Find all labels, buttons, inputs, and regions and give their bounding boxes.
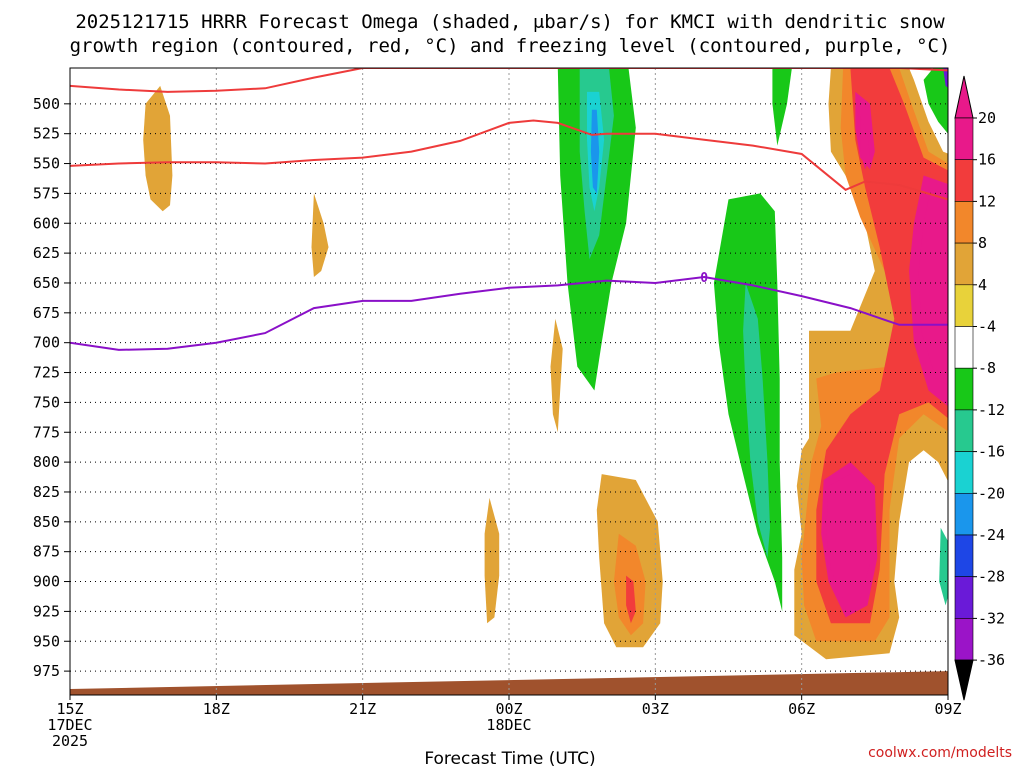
y-tick-label-775: 775 bbox=[33, 423, 60, 441]
x-tick-label-0-2: 2025 bbox=[52, 732, 88, 750]
omega-region-11 bbox=[743, 283, 770, 558]
x-tick-label-15-0: 06Z bbox=[788, 700, 815, 718]
omega-region-0 bbox=[213, 68, 266, 119]
omega-region-31 bbox=[860, 115, 870, 170]
x-tick-label-0-1: 17DEC bbox=[47, 716, 92, 734]
pressure-axis: 500 525 550 575 600 625 650 675 700 725 750 775 800 8… bbox=[33, 95, 70, 680]
omega-region-2 bbox=[155, 638, 173, 661]
y-tick-label-500: 500 bbox=[33, 95, 60, 113]
x-tick-label-0-0: 15Z bbox=[56, 700, 83, 718]
colorbar-label-7: -12 bbox=[978, 401, 1005, 419]
colorbar-label-8: -16 bbox=[978, 443, 1005, 461]
contour-lines: 0 bbox=[70, 68, 948, 351]
colorbar: 20 16 12 8 4 -4 -8 -12 -16 -20 -24 -28 -32 -36 bbox=[954, 75, 1005, 701]
dgz-contour-0 bbox=[70, 68, 948, 93]
colorbar-segment-0 bbox=[954, 117, 974, 161]
colorbar-segment-3 bbox=[954, 242, 974, 286]
omega-region-18 bbox=[550, 318, 563, 433]
y-tick-label-725: 725 bbox=[33, 364, 60, 382]
omega-region-13 bbox=[939, 527, 948, 606]
y-tick-label-950: 950 bbox=[33, 632, 60, 650]
colorbar-label-13: -36 bbox=[978, 651, 1005, 669]
colorbar-label-0: 20 bbox=[978, 109, 996, 127]
y-tick-label-875: 875 bbox=[33, 543, 60, 561]
y-tick-label-650: 650 bbox=[33, 274, 60, 292]
colorbar-label-3: 8 bbox=[978, 234, 987, 252]
x-tick-label-12-0: 03Z bbox=[642, 700, 669, 718]
x-tick-label-9-1: 18DEC bbox=[486, 716, 531, 734]
colorbar-segment-1 bbox=[954, 159, 974, 202]
colorbar-segment-4 bbox=[954, 284, 974, 327]
omega-region-17 bbox=[311, 193, 329, 277]
y-tick-label-975: 975 bbox=[33, 662, 60, 680]
omega-region-19 bbox=[484, 497, 500, 624]
y-tick-label-525: 525 bbox=[33, 125, 60, 143]
freezing-level-contour bbox=[70, 275, 948, 351]
y-tick-label-675: 675 bbox=[33, 304, 60, 322]
colorbar-segment-12 bbox=[954, 618, 974, 661]
freezing-level-label: 0 bbox=[700, 271, 708, 286]
omega-shading bbox=[99, 68, 948, 661]
dgz-contour-1 bbox=[70, 119, 948, 201]
omega-region-30 bbox=[918, 199, 948, 386]
colorbar-label-2: 12 bbox=[978, 192, 996, 210]
x-axis-title: Forecast Time (UTC) bbox=[424, 749, 595, 768]
omega-region-9 bbox=[923, 68, 948, 134]
y-tick-label-800: 800 bbox=[33, 453, 60, 471]
colorbar-label-1: 16 bbox=[978, 151, 996, 169]
colorbar-label-12: -32 bbox=[978, 609, 1005, 627]
omega-region-32 bbox=[943, 68, 948, 88]
y-tick-label-600: 600 bbox=[33, 214, 60, 232]
omega-region-8 bbox=[772, 68, 792, 146]
y-tick-label-750: 750 bbox=[33, 393, 60, 411]
credit-label: coolwx.com/modelts bbox=[868, 745, 1012, 761]
x-tick-label-18-0: 09Z bbox=[934, 700, 961, 718]
colorbar-label-4: 4 bbox=[978, 276, 987, 294]
chart-title-line-1: 2025121715 HRRR Forecast Omega (shaded, … bbox=[75, 11, 945, 33]
omega-region-3 bbox=[313, 79, 466, 620]
colorbar-segment-7 bbox=[954, 409, 974, 452]
colorbar-label-10: -24 bbox=[978, 526, 1005, 544]
x-tick-label-6-0: 21Z bbox=[349, 700, 376, 718]
omega-region-22 bbox=[626, 575, 636, 624]
colorbar-segment-2 bbox=[954, 201, 974, 244]
y-tick-label-900: 900 bbox=[33, 573, 60, 591]
colorbar-label-5: -4 bbox=[978, 318, 996, 336]
y-tick-label-550: 550 bbox=[33, 155, 60, 173]
omega-region-15 bbox=[590, 109, 600, 194]
colorbar-segment-10 bbox=[954, 534, 974, 578]
colorbar-segment-9 bbox=[954, 492, 974, 536]
omega-region-29 bbox=[826, 474, 870, 600]
y-tick-label-925: 925 bbox=[33, 602, 60, 620]
y-tick-label-575: 575 bbox=[33, 184, 60, 202]
colorbar-label-6: -8 bbox=[978, 359, 996, 377]
colorbar-segment-11 bbox=[954, 576, 974, 619]
omega-region-16 bbox=[143, 85, 173, 212]
y-tick-label-700: 700 bbox=[33, 334, 60, 352]
y-tick-label-850: 850 bbox=[33, 513, 60, 531]
colorbar-segment-5 bbox=[954, 326, 974, 369]
colorbar-segment-8 bbox=[954, 451, 974, 494]
colorbar-top-triangle bbox=[954, 75, 974, 119]
colorbar-segment-6 bbox=[954, 367, 974, 411]
colorbar-label-9: -20 bbox=[978, 484, 1005, 502]
omega-region-1 bbox=[99, 294, 166, 403]
y-tick-label-625: 625 bbox=[33, 244, 60, 262]
x-tick-label-9-0: 00Z bbox=[495, 700, 522, 718]
y-tick-label-825: 825 bbox=[33, 483, 60, 501]
chart-title-line-2: growth region (contoured, red, °C) and f… bbox=[70, 35, 951, 57]
colorbar-bottom-triangle bbox=[954, 659, 974, 701]
colorbar-label-11: -28 bbox=[978, 568, 1005, 586]
x-tick-label-3-0: 18Z bbox=[203, 700, 230, 718]
